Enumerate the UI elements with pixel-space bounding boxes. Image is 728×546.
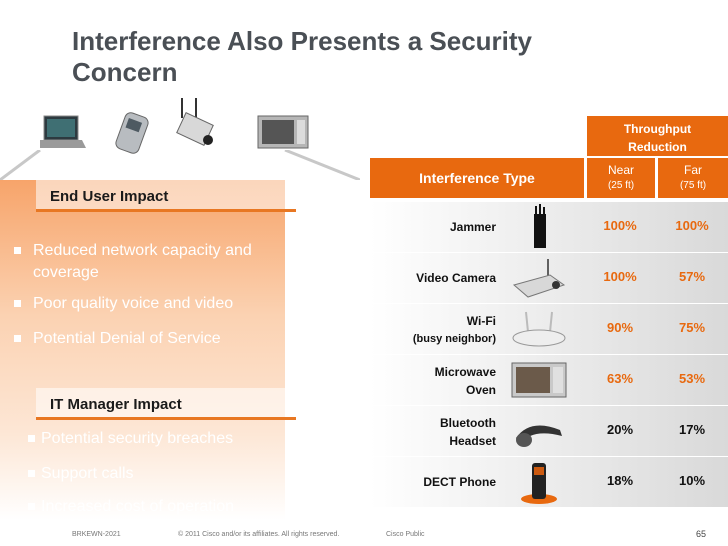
near-value: 20% xyxy=(606,422,634,437)
it-manager-bullet-2: Support calls xyxy=(28,465,134,483)
it-manager-bullet-1: Potential security breaches xyxy=(28,430,233,448)
near-value: 90% xyxy=(606,320,634,335)
row-label: Wi-Fi (busy neighbor) xyxy=(412,314,496,345)
impact-panel xyxy=(0,180,285,520)
microwave-icon xyxy=(511,362,567,398)
video-camera-icon xyxy=(512,259,566,298)
table-row-video-camera: Video Camera 100% 57% xyxy=(370,253,728,303)
end-user-bullet-2: Poor quality voice and video xyxy=(14,295,233,313)
near-value: 100% xyxy=(603,218,637,233)
bullet-square-icon xyxy=(28,435,35,443)
end-user-bullet-1: Reduced network capacity and coverage xyxy=(14,240,284,284)
near-header: Near (25 ft) xyxy=(587,158,655,198)
microwave-oven-icon xyxy=(257,115,309,149)
table-row-jammer: Jammer 100% 100% xyxy=(370,202,728,252)
throughput-reduction-header: Throughput Reduction xyxy=(587,116,728,156)
row-label: Jammer xyxy=(449,220,496,234)
end-user-bullet-3: Potential Denial of Service xyxy=(14,330,221,348)
slide-title: Interference Also Presents a Security Co… xyxy=(72,26,533,87)
far-value: 100% xyxy=(675,218,709,233)
table-row-microwave: Microwave Oven 63% 53% xyxy=(370,355,728,405)
footer-session-code: BRKEWN-2021 xyxy=(72,531,121,538)
it-manager-impact-title: IT Manager Impact xyxy=(50,396,182,413)
row-label: Bluetooth Headset xyxy=(440,416,496,448)
near-value: 18% xyxy=(606,473,634,488)
device-icons-row xyxy=(40,98,309,154)
table-row-dect-phone: DECT Phone 18% 10% xyxy=(370,457,728,507)
table-row-wifi: Wi-Fi (busy neighbor) 90% 75% xyxy=(370,304,728,354)
far-value: 57% xyxy=(678,269,706,284)
far-header: Far (75 ft) xyxy=(658,158,728,198)
bullet-square-icon xyxy=(28,503,35,511)
jammer-icon xyxy=(534,204,546,248)
interference-type-header: Interference Type xyxy=(370,158,584,198)
bullet-square-icon xyxy=(28,470,35,478)
bluetooth-headset-icon xyxy=(516,425,562,447)
row-label: Video Camera xyxy=(416,271,496,285)
bullet-square-icon xyxy=(14,300,21,308)
footer-classification: Cisco Public xyxy=(386,531,425,538)
end-user-impact-title: End User Impact xyxy=(50,188,169,205)
far-value: 53% xyxy=(678,371,706,386)
far-value: 10% xyxy=(678,473,706,488)
handheld-device-icon xyxy=(115,112,149,154)
row-label: DECT Phone xyxy=(423,475,496,489)
laptop-icon xyxy=(40,115,86,148)
footer-copyright: © 2011 Cisco and/or its affiliates. All … xyxy=(178,531,340,538)
end-user-impact-header: End User Impact xyxy=(36,180,296,212)
bullet-square-icon xyxy=(14,247,21,255)
dect-phone-icon xyxy=(521,463,557,504)
far-value: 75% xyxy=(678,320,706,335)
near-value: 100% xyxy=(603,269,637,284)
table-row-bluetooth-headset: Bluetooth Headset 20% 17% xyxy=(370,406,728,456)
it-manager-impact-header: IT Manager Impact xyxy=(36,388,296,420)
row-label: Microwave Oven xyxy=(434,365,496,397)
wifi-router-icon xyxy=(512,311,566,347)
near-value: 63% xyxy=(606,371,634,386)
funnel-lines xyxy=(0,150,360,180)
far-value: 17% xyxy=(678,422,706,437)
it-manager-bullet-3: Increased cost of operation xyxy=(28,498,234,516)
page-number: 65 xyxy=(695,529,706,539)
security-camera-icon xyxy=(176,98,214,146)
bullet-square-icon xyxy=(14,335,21,343)
